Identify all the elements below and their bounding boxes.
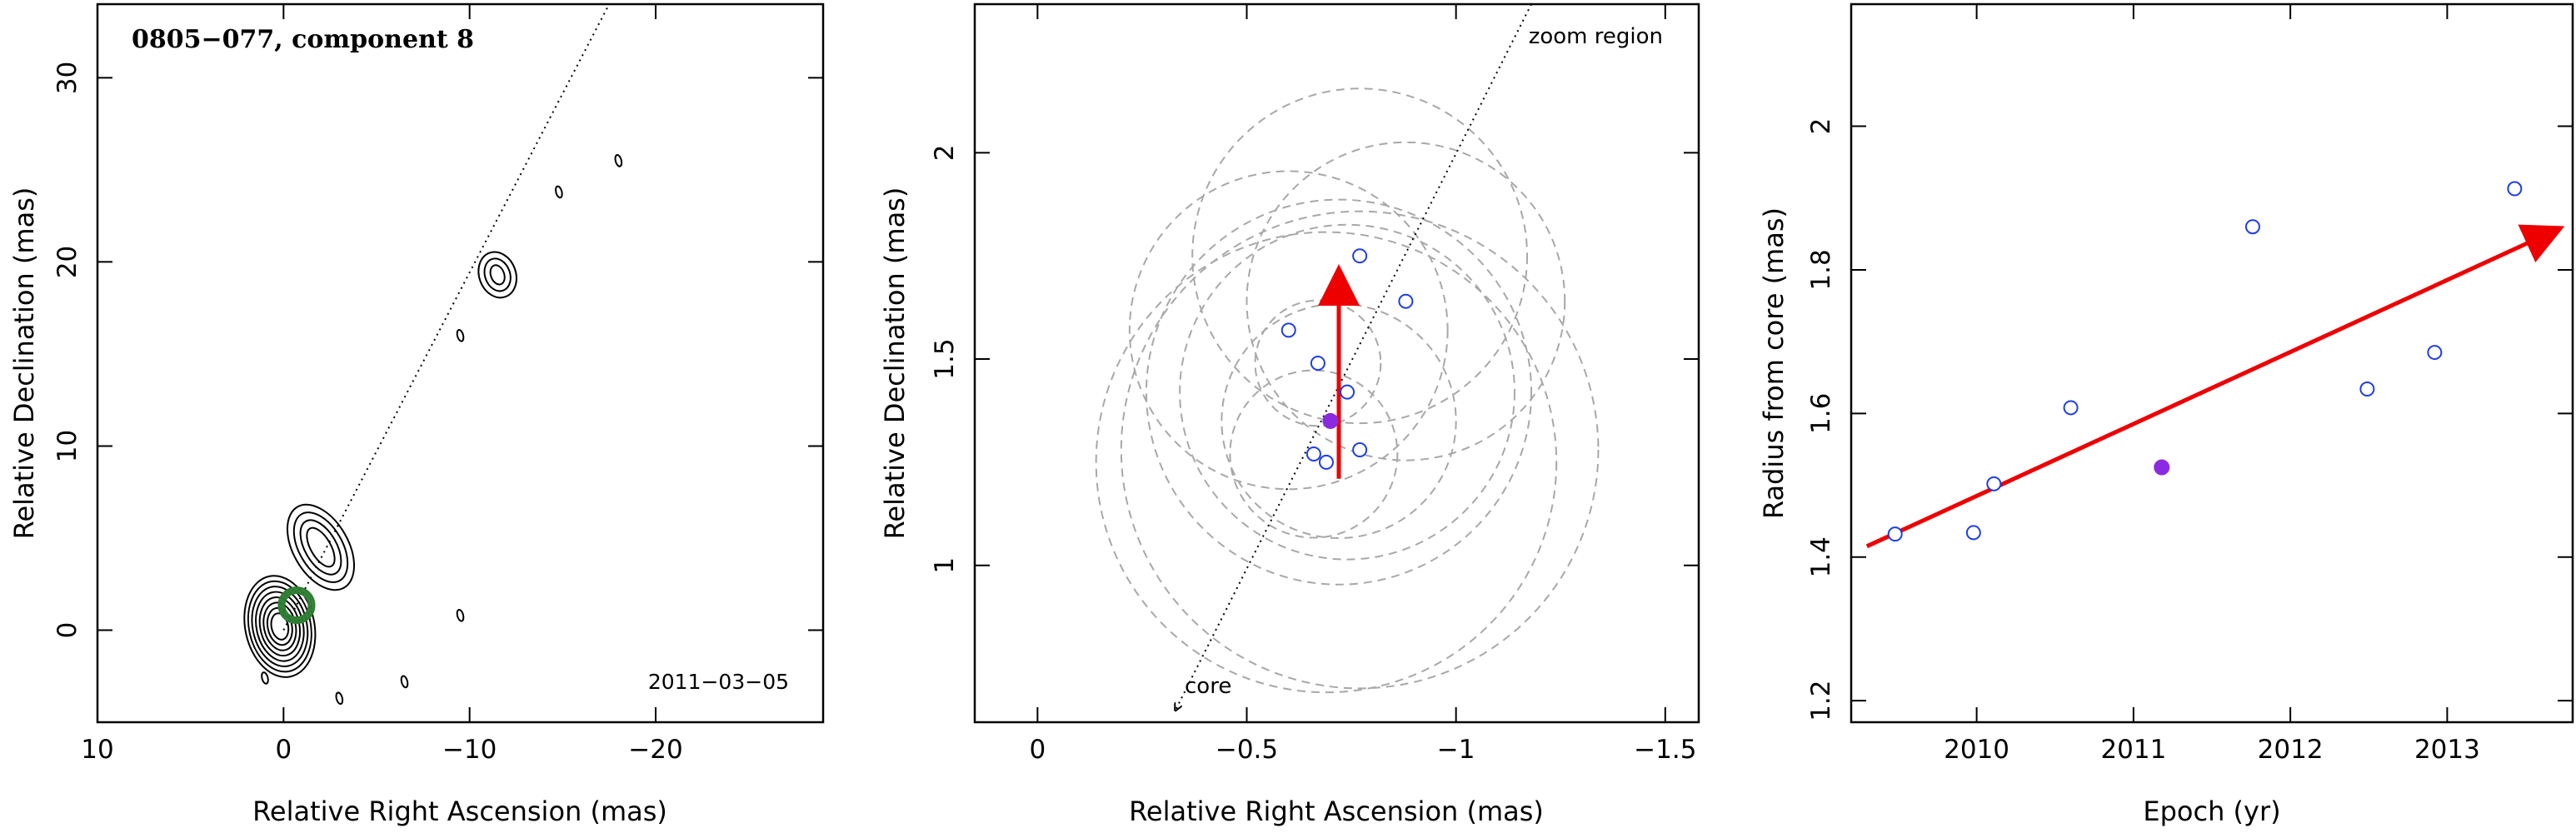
- radius-data-point: [1986, 476, 2002, 491]
- radius-data-point: [2507, 181, 2523, 197]
- y-axis-label: Relative Declination (mas): [879, 187, 911, 540]
- contour-line: [243, 575, 317, 678]
- x-tick-label: −20: [628, 735, 682, 765]
- plot-frame: [1850, 2, 2574, 724]
- x-tick-label: −1.5: [1634, 735, 1696, 765]
- x-tick-label: 0: [1029, 735, 1046, 765]
- x-tick-label: 2012: [2258, 735, 2324, 765]
- y-axis-label: Relative Declination (mas): [8, 187, 40, 540]
- component-gaussian-marker: [277, 586, 316, 625]
- radius-data-point: [1965, 525, 1981, 541]
- contour-line: [614, 154, 623, 167]
- component-gaussian-marker: [282, 591, 311, 620]
- contour-line: [306, 526, 336, 568]
- y-tick-label: 1.8: [1806, 249, 1836, 290]
- component-size-circle: [1128, 170, 1449, 491]
- y-axis-label: Radius from core (mas): [1758, 207, 1790, 519]
- component-size-circle: [1120, 210, 1600, 690]
- component-position-point: [1398, 293, 1414, 309]
- x-axis-label: Relative Right Ascension (mas): [252, 796, 667, 827]
- radius-data-point: [2063, 400, 2079, 416]
- highlighted-epoch-point: [1322, 412, 1339, 429]
- x-axis-label: Epoch (yr): [2143, 796, 2280, 827]
- radius-data-point: [2244, 219, 2260, 235]
- contour-line: [266, 606, 293, 646]
- contour-line: [286, 503, 356, 591]
- radius-data-point: [1887, 526, 1903, 542]
- contour-map-content: [243, 4, 623, 706]
- y-tick-label: 1.5: [930, 338, 960, 379]
- contour-line: [456, 329, 465, 342]
- component-size-circle: [1229, 369, 1399, 539]
- x-tick-label: −0.5: [1216, 735, 1278, 765]
- contour-line: [247, 580, 312, 673]
- component-size-circle: [1254, 299, 1382, 427]
- x-tick-label: −10: [442, 735, 497, 765]
- x-tick-label: 2013: [2414, 735, 2480, 765]
- y-tick-label: 1.2: [1806, 680, 1836, 721]
- y-tick-label: 1.6: [1806, 393, 1836, 434]
- highlighted-epoch-point: [2154, 459, 2170, 476]
- component-size-circle: [1246, 141, 1566, 461]
- component-position-point: [1310, 356, 1325, 371]
- component-position-point: [1352, 442, 1368, 458]
- y-tick-label: 1: [930, 557, 960, 574]
- zoom-region-content: [1095, 4, 1600, 710]
- y-tick-label: 20: [52, 246, 82, 278]
- x-tick-label: 10: [81, 735, 113, 765]
- radius-epoch-panel: 2010 2011 2012 2013 1.2 1.4 1.6 1.8 2 Epoch (yr)…: [1758, 2, 2574, 827]
- contour-line: [477, 251, 517, 299]
- tick-marks: 2010 2011 2012 2013 1.2 1.4 1.6 1.8 2: [1806, 4, 2573, 765]
- contour-map-panel: 10 0 −10 −20 0 10 20 30 0805−077, component 8 2…: [8, 2, 825, 827]
- y-tick-label: 2: [930, 144, 960, 161]
- radius-epoch-content: [1865, 181, 2565, 549]
- x-tick-label: −1: [1437, 735, 1475, 765]
- contour-line: [270, 612, 290, 641]
- y-tick-label: 30: [52, 62, 82, 94]
- radius-data-point: [2427, 345, 2443, 361]
- x-tick-label: 2011: [2100, 735, 2166, 765]
- contour-line: [555, 185, 563, 199]
- component-size-circle: [1145, 198, 1533, 586]
- x-tick-label: 0: [275, 735, 292, 765]
- contour-line: [261, 671, 269, 685]
- core-annotation: core: [1185, 674, 1231, 699]
- trend-fit-arrow: [1865, 224, 2565, 549]
- component-size-circle: [1095, 231, 1558, 694]
- component-position-point: [1305, 446, 1321, 461]
- contour-line: [299, 519, 342, 576]
- y-tick-label: 10: [52, 430, 82, 462]
- plot-frame: [96, 2, 825, 724]
- zoom-region-annotation: zoom region: [1529, 24, 1663, 49]
- component-size-circle: [1179, 223, 1515, 561]
- contour-line: [335, 691, 344, 706]
- y-tick-label: 1.4: [1806, 536, 1836, 577]
- y-tick-label: 2: [1806, 118, 1836, 135]
- y-tick-label: 0: [52, 622, 82, 639]
- observation-date-annotation: 2011−03−05: [648, 670, 789, 694]
- contour-line: [489, 264, 506, 286]
- component-position-point: [1340, 384, 1355, 400]
- zoom-region-panel: 0 −0.5 −1 −1.5 1 1.5 2 zoom region core Relati…: [879, 2, 1700, 827]
- component-size-circle: [1191, 87, 1529, 425]
- component-position-point: [1281, 322, 1296, 338]
- jet-axis-line: [282, 4, 611, 631]
- contour-map-title: 0805−077, component 8: [132, 25, 474, 54]
- contour-line: [456, 608, 465, 622]
- core-direction-line: [1176, 4, 1532, 710]
- radius-data-point: [2359, 382, 2375, 397]
- x-axis-label: Relative Right Ascension (mas): [1129, 796, 1544, 827]
- component-gaussian-marker: [280, 589, 313, 622]
- contour-line: [400, 675, 409, 689]
- component-position-point: [1318, 454, 1334, 470]
- contour-line: [292, 511, 349, 583]
- tick-marks: 10 0 −10 −20 0 10 20 30: [52, 4, 823, 765]
- x-tick-label: 2010: [1944, 735, 2009, 765]
- component-position-point: [1352, 248, 1368, 264]
- contour-line: [483, 257, 512, 292]
- tick-marks: 0 −0.5 −1 −1.5 1 1.5 2: [930, 4, 1699, 765]
- plot-frame: [973, 2, 1700, 724]
